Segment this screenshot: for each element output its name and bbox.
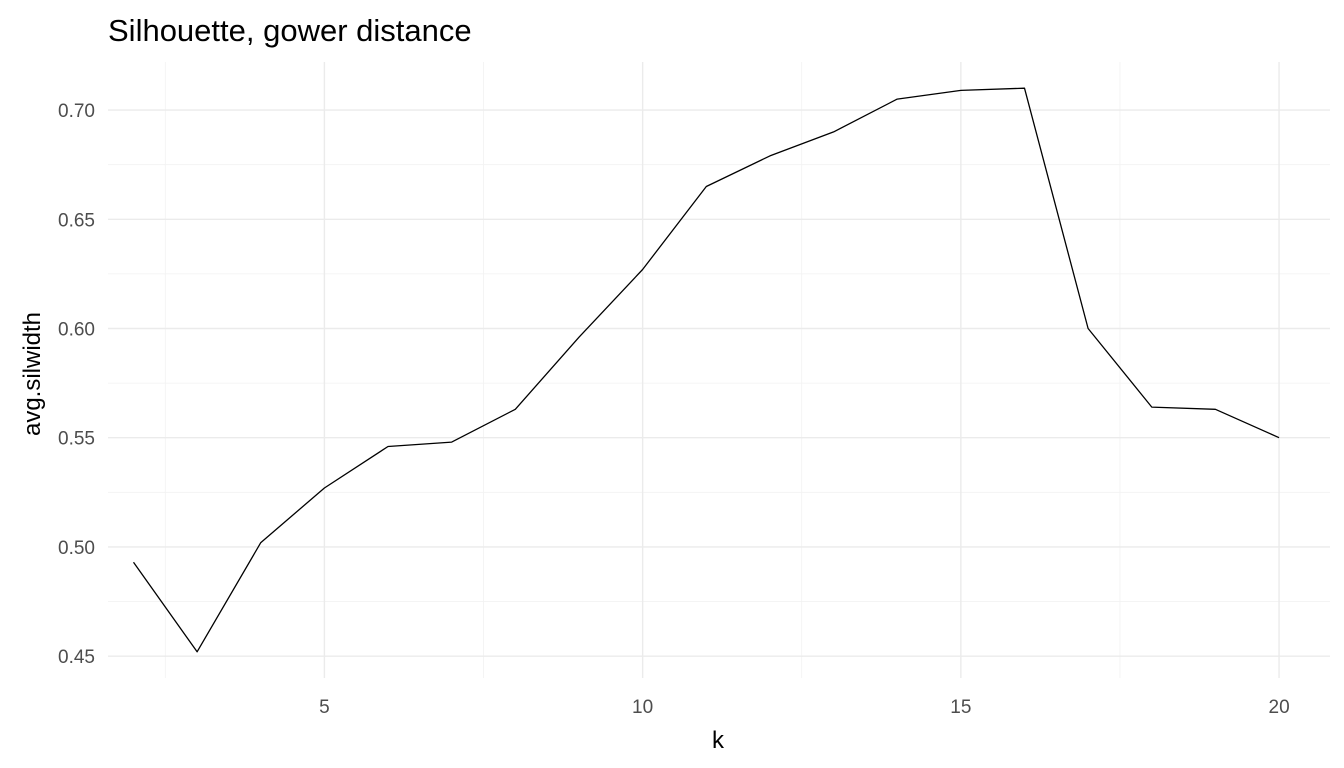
x-tick-label: 15	[950, 697, 971, 718]
series-layer	[132, 87, 1280, 653]
x-tick-label: 10	[632, 697, 653, 718]
y-tick-label: 0.70	[58, 101, 95, 122]
x-axis-tick-labels: 5 10 15 20	[319, 697, 1290, 718]
x-tick-label: 5	[319, 697, 330, 718]
series-line	[132, 87, 1280, 653]
chart-title: Silhouette, gower distance	[108, 13, 472, 48]
y-tick-label: 0.65	[58, 210, 95, 231]
y-tick-label: 0.60	[58, 319, 95, 340]
x-tick-label: 20	[1269, 697, 1290, 718]
y-axis-title: avg.silwidth	[19, 312, 46, 436]
grid	[108, 62, 1330, 678]
x-axis-title: k	[712, 727, 725, 754]
y-tick-label: 0.45	[58, 647, 95, 668]
y-axis-tick-labels: 0.45 0.50 0.55 0.60 0.65 0.70	[58, 101, 95, 668]
y-tick-label: 0.50	[58, 538, 95, 559]
y-tick-label: 0.55	[58, 429, 95, 450]
